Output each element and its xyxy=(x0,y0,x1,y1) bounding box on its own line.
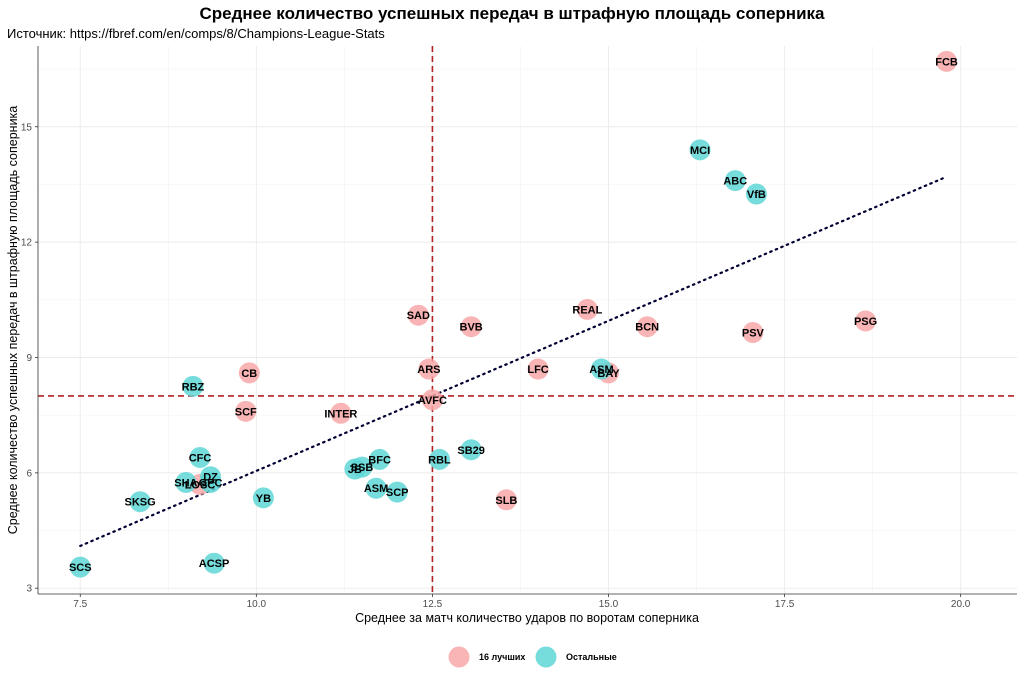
data-label: SCF xyxy=(235,406,257,418)
data-point xyxy=(855,310,877,332)
data-point xyxy=(252,487,274,509)
data-label: RBL xyxy=(428,454,451,466)
data-label: ABC xyxy=(723,176,747,188)
legend-label: 16 лучших xyxy=(479,652,525,662)
data-label: FCB xyxy=(935,56,958,68)
data-label: SCS xyxy=(69,562,92,574)
data-point xyxy=(418,358,440,380)
legend: 16 лучших Остальные xyxy=(448,646,617,668)
data-label: JB xyxy=(348,464,362,476)
data-label: CFC xyxy=(189,452,212,464)
data-point xyxy=(527,358,549,380)
data-point xyxy=(407,304,429,326)
data-label: SHA xyxy=(174,477,197,489)
data-point xyxy=(182,375,204,397)
x-tick-label: 12.5 xyxy=(423,599,443,610)
data-point xyxy=(365,477,387,499)
data-label: MCI xyxy=(690,145,710,157)
data-labels: FCB PSG PSV BCN REAL BAY LFC BVB SAD ARS AVFC INTER… xyxy=(69,56,958,574)
data-label: VfB xyxy=(747,189,766,201)
data-label: CB xyxy=(241,368,257,380)
reference-lines xyxy=(38,46,1017,594)
data-label: BAY xyxy=(597,368,620,380)
data-label: SCP xyxy=(386,487,409,499)
plot-panel xyxy=(38,46,1017,594)
data-point xyxy=(460,316,482,338)
legend-label: Остальные xyxy=(566,652,617,662)
data-point xyxy=(576,298,598,320)
data-point xyxy=(386,481,408,503)
data-point xyxy=(421,389,443,411)
y-tick-label: 3 xyxy=(26,584,32,595)
data-point xyxy=(129,491,151,513)
data-label: LFC xyxy=(527,364,548,376)
x-axis-title: Среднее за матч количество ударов по вор… xyxy=(355,611,699,625)
legend-key xyxy=(448,646,470,668)
data-point xyxy=(189,446,211,468)
x-tick-label: 7.5 xyxy=(73,599,87,610)
grid xyxy=(38,46,1017,594)
trend-line-group xyxy=(79,175,948,548)
data-point xyxy=(495,489,517,511)
data-point xyxy=(351,456,373,478)
data-points xyxy=(69,50,958,578)
data-label: SAD xyxy=(407,310,430,322)
data-label: SB29 xyxy=(457,445,485,457)
data-point xyxy=(636,316,658,338)
data-point xyxy=(689,139,711,161)
data-point xyxy=(203,552,225,574)
data-label: SSB xyxy=(351,462,374,474)
y-tick-label: 9 xyxy=(26,353,32,364)
data-label: BVB xyxy=(460,322,483,334)
data-label: RBZ xyxy=(182,381,205,393)
data-label: ARS xyxy=(417,364,440,376)
data-label: INTER xyxy=(324,408,357,420)
data-point xyxy=(428,448,450,470)
data-label: REAL xyxy=(572,304,602,316)
data-point xyxy=(200,471,222,493)
data-label: SKSG xyxy=(125,497,156,509)
data-label: ASM xyxy=(364,483,388,495)
data-point xyxy=(369,448,391,470)
y-tick-label: 6 xyxy=(26,468,32,479)
data-label: LOSC xyxy=(185,479,216,491)
data-label: GPC xyxy=(199,477,223,489)
data-label: DZ xyxy=(203,472,218,484)
data-label: ASM xyxy=(589,364,613,376)
y-tick-label: 15 xyxy=(21,122,33,133)
x-tick-label: 15.0 xyxy=(599,599,619,610)
data-label: SLB xyxy=(495,495,517,507)
data-point xyxy=(69,556,91,578)
chart-subtitle: Источник: https://fbref.com/en/comps/8/C… xyxy=(7,26,385,41)
data-label: AVFC xyxy=(418,395,447,407)
data-label: YB xyxy=(256,493,271,505)
data-point xyxy=(460,439,482,461)
y-tick-label: 12 xyxy=(21,238,33,249)
trend-line xyxy=(79,175,948,548)
data-label: PSG xyxy=(854,316,877,328)
axis-ticks: 7.5 10.0 12.5 15.0 17.5 20.0 3 6 9 12 15 xyxy=(21,122,971,610)
data-label: BCN xyxy=(635,322,659,334)
data-point xyxy=(175,471,197,493)
x-tick-label: 20.0 xyxy=(951,599,971,610)
data-point xyxy=(238,362,260,384)
chart-title: Среднее количество успешных передач в шт… xyxy=(199,4,825,23)
data-point xyxy=(745,183,767,205)
data-point xyxy=(235,400,257,422)
data-point xyxy=(590,358,612,380)
legend-key xyxy=(535,646,557,668)
data-point xyxy=(742,321,764,343)
data-point xyxy=(724,170,746,192)
data-label: PSV xyxy=(742,327,765,339)
data-point xyxy=(936,50,958,72)
x-tick-label: 17.5 xyxy=(775,599,795,610)
data-label: BFC xyxy=(368,454,391,466)
data-label: ACSP xyxy=(199,558,230,570)
data-point xyxy=(330,402,352,424)
x-tick-label: 10.0 xyxy=(247,599,267,610)
y-axis-title: Среднее количество успешных передач в шт… xyxy=(6,106,20,535)
